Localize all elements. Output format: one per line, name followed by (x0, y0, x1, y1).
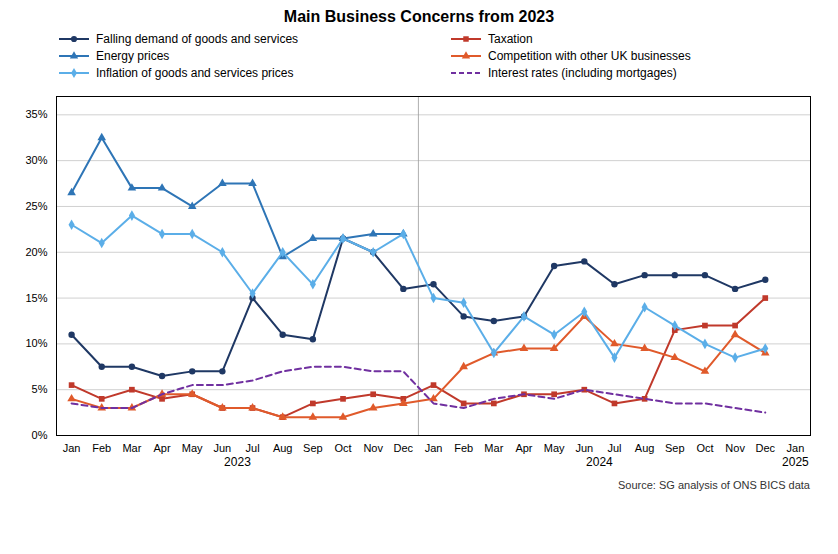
svg-text:Apr: Apr (515, 442, 532, 454)
svg-text:May: May (544, 442, 565, 454)
svg-text:Jan: Jan (787, 442, 805, 454)
svg-text:30%: 30% (25, 154, 47, 166)
svg-text:10%: 10% (25, 337, 47, 349)
svg-text:Mar: Mar (122, 442, 141, 454)
svg-text:Jul: Jul (246, 442, 260, 454)
html-text:Taxation: Taxation (488, 32, 533, 46)
svg-text:Jun: Jun (214, 442, 232, 454)
svg-text:Feb: Feb (92, 442, 111, 454)
svg-text:20%: 20% (25, 246, 47, 258)
svg-text:Sep: Sep (665, 442, 685, 454)
svg-text:Jan: Jan (63, 442, 81, 454)
svg-text:5%: 5% (32, 383, 48, 395)
svg-text:May: May (182, 442, 203, 454)
svg-text:Aug: Aug (635, 442, 655, 454)
html-text:Main Business Concerns from 20: Main Business Concerns from 2023 (283, 8, 555, 25)
svg-text:2023: 2023 (224, 455, 251, 469)
html-text:Energy prices: Energy prices (96, 49, 170, 63)
html-text:Interest rates (including mort: Interest rates (including mortgages) (488, 66, 677, 80)
svg-text:Jul: Jul (607, 442, 621, 454)
svg-text:Oct: Oct (696, 442, 713, 454)
svg-text:Jun: Jun (575, 442, 593, 454)
svg-text:Dec: Dec (394, 442, 414, 454)
svg-text:2024: 2024 (586, 455, 613, 469)
svg-text:Nov: Nov (363, 442, 383, 454)
svg-text:Dec: Dec (755, 442, 775, 454)
svg-text:Apr: Apr (153, 442, 170, 454)
svg-text:15%: 15% (25, 292, 47, 304)
svg-text:Mar: Mar (484, 442, 503, 454)
svg-text:Jan: Jan (425, 442, 443, 454)
svg-text:2025: 2025 (782, 455, 809, 469)
svg-text:Feb: Feb (454, 442, 473, 454)
html-text:Inflation of goods and service: Inflation of goods and services prices (96, 66, 294, 80)
svg-text:35%: 35% (25, 108, 47, 120)
svg-text:0%: 0% (32, 429, 48, 441)
svg-text:Nov: Nov (725, 442, 745, 454)
html-text:Competition with other UK busi: Competition with other UK businesses (488, 49, 691, 63)
html-text:Source: SG analysis of ONS BIC: Source: SG analysis of ONS BICS data (618, 479, 810, 491)
svg-text:Sep: Sep (303, 442, 323, 454)
svg-text:Oct: Oct (334, 442, 351, 454)
svg-text:Aug: Aug (273, 442, 293, 454)
svg-text:25%: 25% (25, 200, 47, 212)
html-text:Falling demand of goods and se: Falling demand of goods and services (96, 32, 299, 46)
